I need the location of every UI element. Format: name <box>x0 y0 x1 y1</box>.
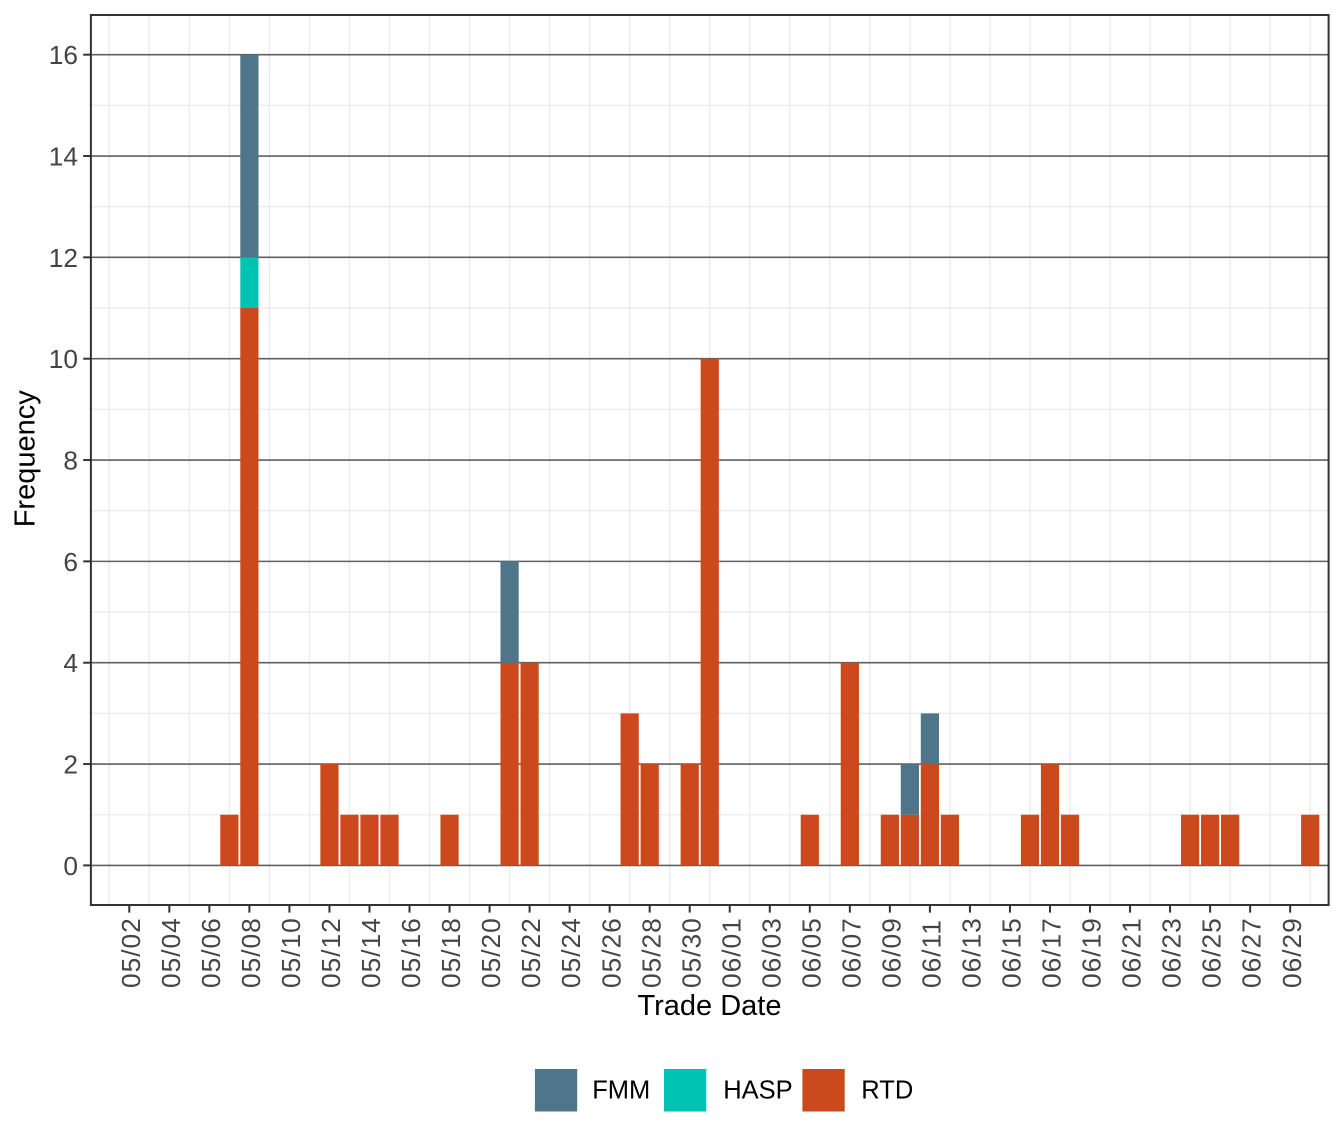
svg-text:05/06: 05/06 <box>196 917 226 988</box>
svg-text:06/01: 06/01 <box>716 917 746 988</box>
svg-text:0: 0 <box>63 851 78 881</box>
svg-text:05/08: 05/08 <box>236 917 266 988</box>
svg-text:06/07: 06/07 <box>836 917 866 988</box>
svg-text:05/26: 05/26 <box>596 917 626 988</box>
svg-text:06/23: 06/23 <box>1157 917 1187 988</box>
svg-text:06/15: 06/15 <box>997 917 1027 988</box>
svg-text:06/05: 06/05 <box>796 917 826 988</box>
svg-text:06/11: 06/11 <box>917 919 947 988</box>
svg-text:06/21: 06/21 <box>1117 917 1147 988</box>
svg-text:05/04: 05/04 <box>156 917 186 988</box>
svg-text:05/28: 05/28 <box>636 917 666 988</box>
svg-text:16: 16 <box>49 40 78 70</box>
svg-text:06/03: 06/03 <box>756 917 786 988</box>
svg-text:05/18: 05/18 <box>436 917 466 988</box>
svg-text:05/24: 05/24 <box>556 917 586 988</box>
svg-text:05/02: 05/02 <box>116 917 146 988</box>
svg-text:06/09: 06/09 <box>876 917 906 988</box>
svg-text:Trade Date: Trade Date <box>638 990 782 1022</box>
svg-text:6: 6 <box>63 547 78 577</box>
svg-text:14: 14 <box>49 142 78 172</box>
svg-text:2: 2 <box>63 750 78 780</box>
svg-text:05/22: 05/22 <box>516 917 546 988</box>
svg-text:06/19: 06/19 <box>1077 917 1107 988</box>
svg-text:06/27: 06/27 <box>1237 917 1267 988</box>
svg-text:4: 4 <box>63 648 78 678</box>
svg-text:10: 10 <box>49 344 78 374</box>
svg-text:8: 8 <box>63 446 78 476</box>
svg-text:HASP: HASP <box>723 1077 792 1105</box>
svg-text:Frequency: Frequency <box>10 390 42 528</box>
svg-text:06/29: 06/29 <box>1277 917 1307 988</box>
svg-text:RTD: RTD <box>861 1077 913 1105</box>
svg-text:05/14: 05/14 <box>356 917 386 988</box>
svg-text:FMM: FMM <box>592 1077 650 1105</box>
svg-text:06/25: 06/25 <box>1197 917 1227 988</box>
svg-text:12: 12 <box>49 243 78 273</box>
svg-text:05/30: 05/30 <box>676 917 706 988</box>
svg-text:05/12: 05/12 <box>316 917 346 988</box>
svg-text:05/20: 05/20 <box>476 917 506 988</box>
svg-text:06/13: 06/13 <box>957 917 987 988</box>
svg-text:05/16: 05/16 <box>396 917 426 988</box>
svg-text:06/17: 06/17 <box>1037 917 1067 988</box>
svg-text:05/10: 05/10 <box>276 917 306 988</box>
